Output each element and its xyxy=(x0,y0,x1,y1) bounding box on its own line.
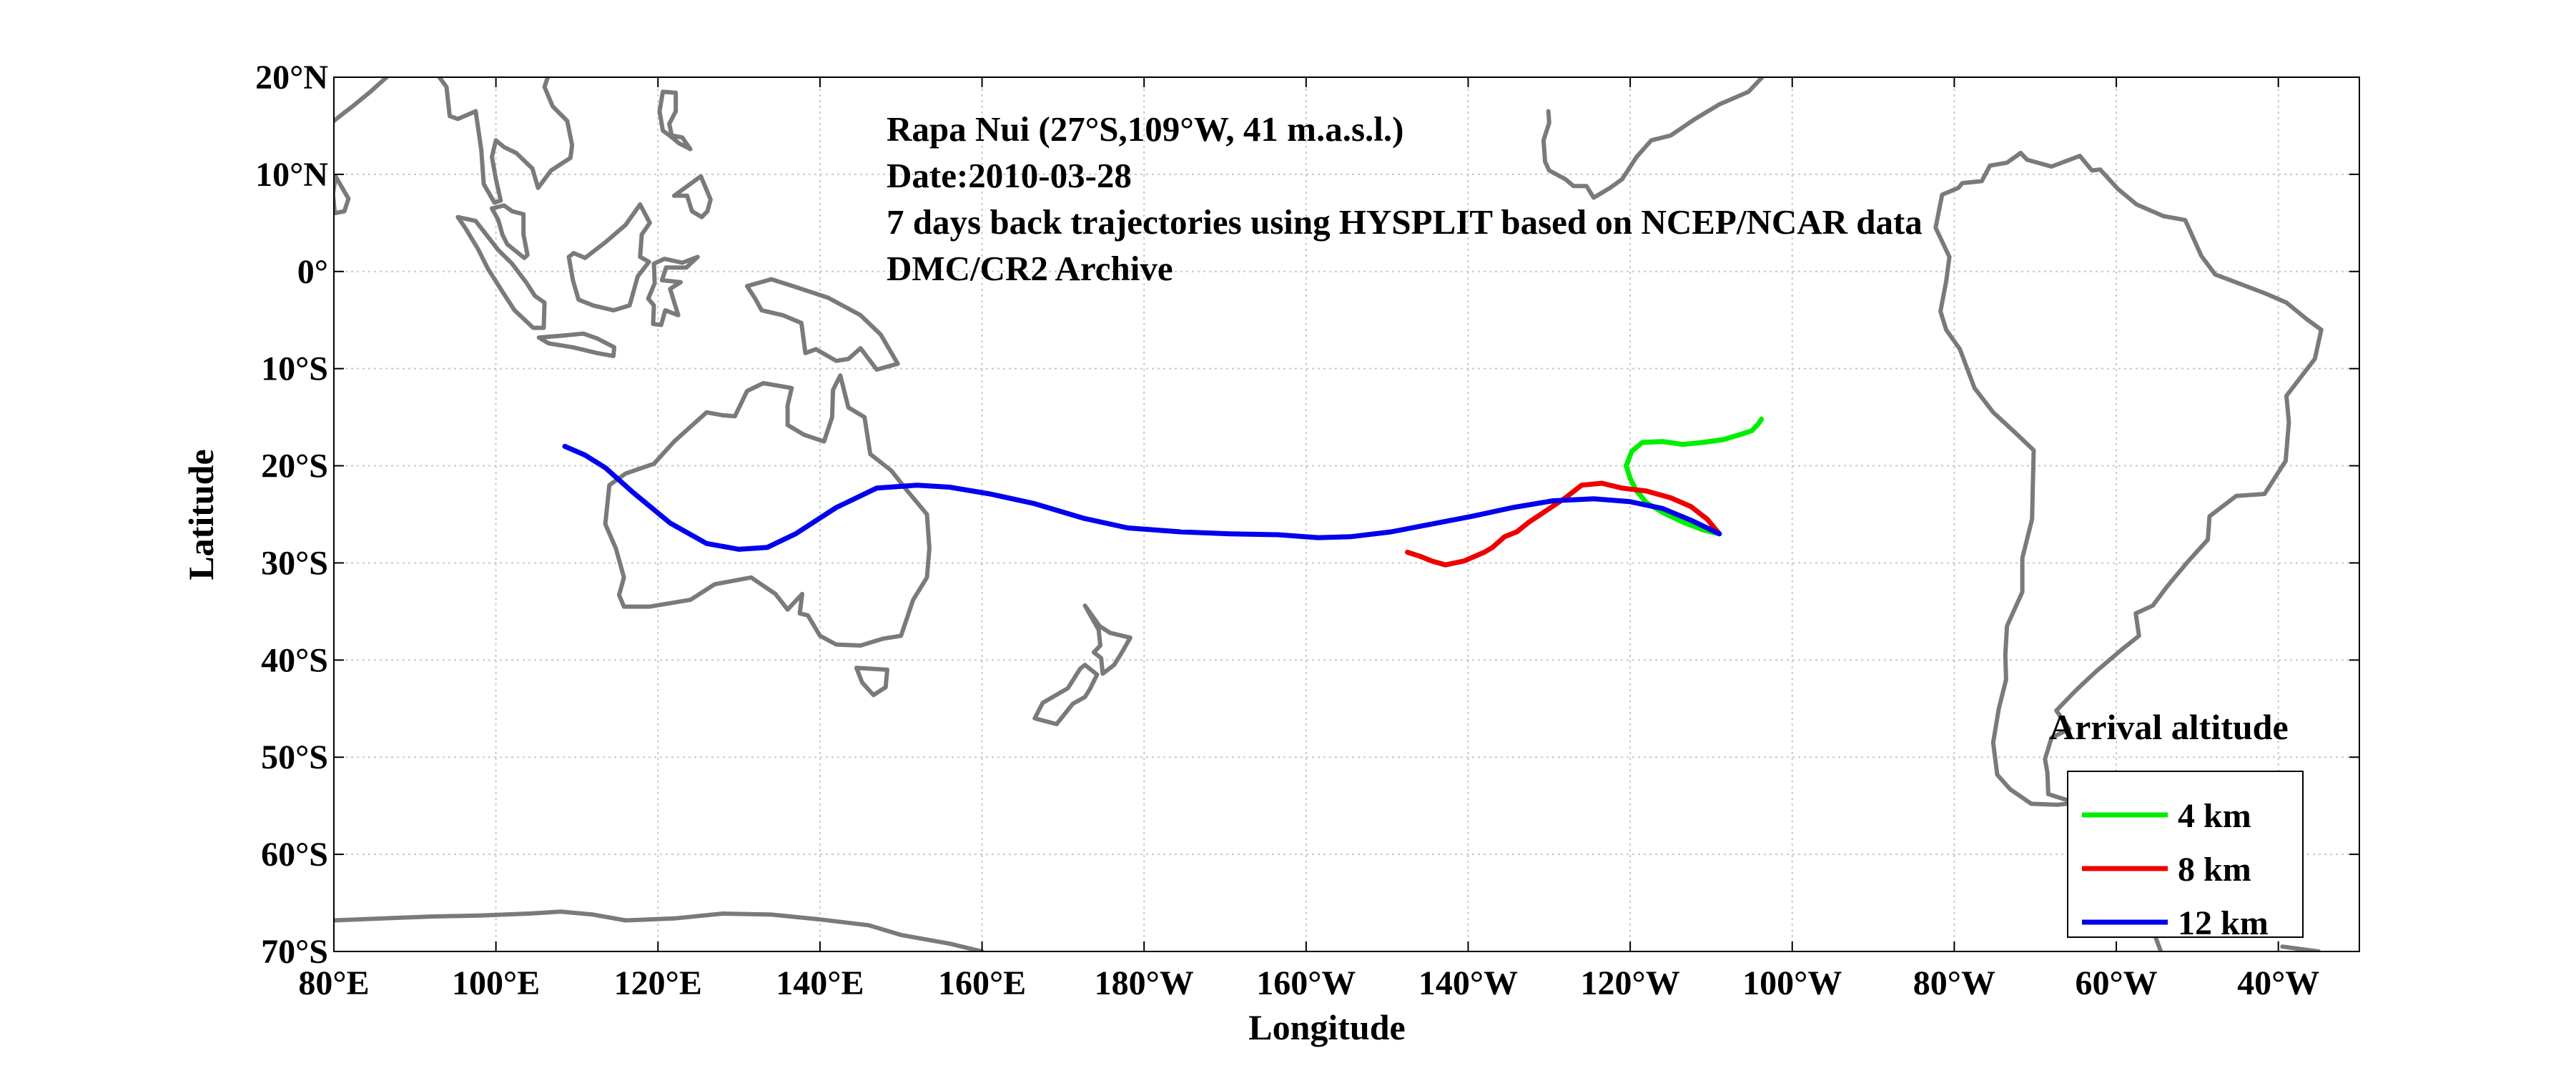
coastlines xyxy=(334,77,2324,951)
coastline-path xyxy=(334,77,389,124)
coastline-path xyxy=(536,331,617,358)
coastline-path xyxy=(1082,603,1132,676)
x-tick-label: 80°W xyxy=(1913,964,1995,1002)
y-tick-label: 0° xyxy=(297,253,328,291)
coastline-path xyxy=(1541,77,1765,200)
coastline-path xyxy=(473,77,575,205)
coastline-path xyxy=(854,666,889,698)
trajectory-line-4km xyxy=(1624,416,1765,537)
annotation-line-method: 7 days back trajectories using HYSPLIT b… xyxy=(887,202,1923,242)
x-tick-label: 40°W xyxy=(2237,964,2319,1002)
coastline-path xyxy=(646,254,700,327)
x-tick-label: 160°W xyxy=(1256,964,1356,1002)
x-tick-label: 140°E xyxy=(776,964,864,1002)
y-tick-label: 10°S xyxy=(261,350,328,388)
legend-title: Arrival altitude xyxy=(2049,707,2289,747)
x-tick-label: 120°E xyxy=(614,964,702,1002)
y-tick-label: 60°S xyxy=(261,836,328,874)
y-tick-label: 40°S xyxy=(261,641,328,679)
coastline-path xyxy=(436,77,478,122)
legend-box xyxy=(2067,771,2304,938)
legend-label-8km: 8 km xyxy=(2178,851,2251,889)
annotation-line-archive: DMC/CR2 Archive xyxy=(887,249,1173,288)
coastline-path xyxy=(490,203,530,260)
title-annotation: Rapa Nui (27°S,109°W, 41 m.a.s.l.) Date:… xyxy=(887,109,1923,288)
legend-entries: 4 km 8 km 12 km xyxy=(2082,797,2269,942)
x-tick-label: 160°E xyxy=(938,964,1026,1002)
y-axis-title: Latitude xyxy=(181,449,221,580)
legend-label-12km: 12 km xyxy=(2178,904,2269,942)
coastline-path xyxy=(744,277,900,372)
y-tick-label: 10°N xyxy=(255,156,328,194)
coastline-path xyxy=(334,174,351,216)
y-tick-label: 50°S xyxy=(261,738,328,776)
trajectory-line-12km xyxy=(562,443,1722,552)
coastline-path xyxy=(1933,151,2324,807)
x-tick-label: 60°W xyxy=(2075,964,2157,1002)
x-tick-label: 180°W xyxy=(1095,964,1194,1002)
coastline-path xyxy=(657,89,693,152)
axis-ticks: 80°E 100°E 120°E 140°E 160°E 180°W 160°W 140°W 1… xyxy=(255,59,2359,1002)
y-tick-label: 30°S xyxy=(261,544,328,582)
annotation-line-location: Rapa Nui (27°S,109°W, 41 m.a.s.l.) xyxy=(887,109,1403,149)
annotation-line-date: Date:2010-03-28 xyxy=(887,156,1132,195)
coastline-path xyxy=(1032,663,1100,726)
coastline-path xyxy=(566,202,652,313)
trajectory-line-8km xyxy=(1405,480,1722,568)
coastline-path xyxy=(603,373,932,648)
coastline-path xyxy=(455,214,547,330)
legend: Arrival altitude 4 km 8 km 12 km xyxy=(2049,707,2304,942)
trajectory-lines xyxy=(562,416,1765,568)
coastline-path xyxy=(334,909,984,951)
x-tick-label: 140°W xyxy=(1418,964,1518,1002)
x-tick-label: 100°E xyxy=(452,964,540,1002)
coastline-path xyxy=(2280,944,2321,951)
x-tick-label: 120°W xyxy=(1581,964,1680,1002)
x-tick-label: 80°E xyxy=(298,964,369,1002)
coastline-path xyxy=(671,174,713,219)
x-axis-title: Longitude xyxy=(1248,1007,1406,1047)
legend-label-4km: 4 km xyxy=(2178,797,2251,835)
plot-frame xyxy=(333,76,2360,952)
y-tick-label: 70°S xyxy=(261,933,328,971)
x-tick-label: 100°W xyxy=(1742,964,1842,1002)
y-tick-label: 20°S xyxy=(261,448,328,485)
y-tick-label: 20°N xyxy=(255,59,328,97)
